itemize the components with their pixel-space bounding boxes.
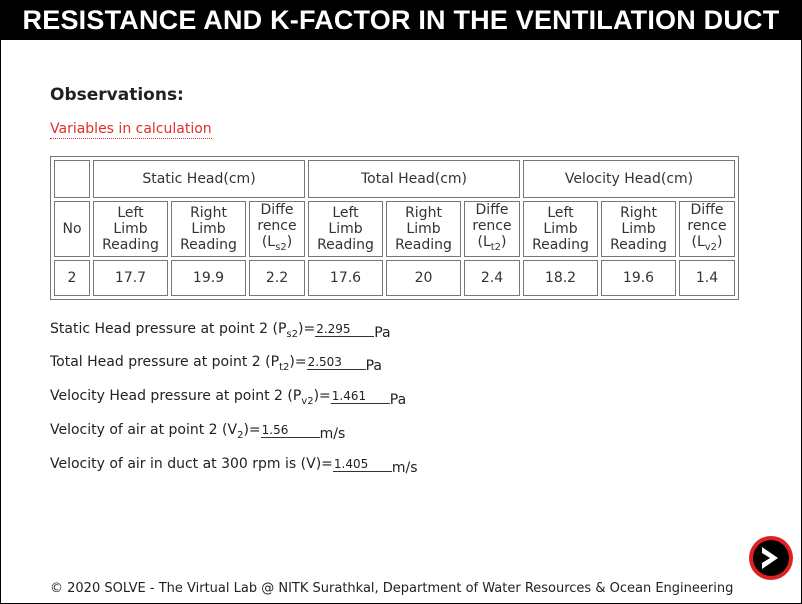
next-arrow-icon <box>762 547 778 569</box>
total-right-header: Right Limb Reading <box>386 201 461 257</box>
static-head-pressure-value: 2.295 <box>315 322 375 337</box>
total-head-pressure-value: 2.503 <box>306 355 366 370</box>
velocity-right-header: Right Limb Reading <box>601 201 676 257</box>
velocity-diff-header: Diffe rence (Lv2) <box>679 201 735 257</box>
static-right-header: Right Limb Reading <box>171 201 246 257</box>
static-diff-value: 2.2 <box>249 259 305 296</box>
table-row: 2 17.7 19.9 2.2 17.6 20 2.4 18.2 19.6 1.… <box>54 259 735 296</box>
row-no: 2 <box>54 259 90 296</box>
table-group-header: Static Head(cm) Total Head(cm) Velocity … <box>54 160 735 198</box>
static-diff-header: Diffe rence (Ls2) <box>249 201 305 257</box>
velocity-head-pressure-result: Velocity Head pressure at point 2 (Pv2)=… <box>50 388 407 408</box>
total-diff-header: Diffe rence (Lt2) <box>464 201 520 257</box>
velocity-head-pressure-value: 1.461 <box>330 389 390 404</box>
total-diff-value: 2.4 <box>464 259 520 296</box>
table-column-header: No Left Limb Reading Right Limb Reading Diff… <box>54 201 735 257</box>
velocity-right-value: 19.6 <box>601 259 676 296</box>
velocity-at-point-result: Velocity of air at point 2 (V2)=1.56 m/s <box>50 422 346 442</box>
footer-copyright: © 2020 SOLVE - The Virtual Lab @ NITK Su… <box>50 581 734 596</box>
static-left-header: Left Limb Reading <box>93 201 168 257</box>
velocity-left-header: Left Limb Reading <box>523 201 598 257</box>
static-head-header: Static Head(cm) <box>93 160 305 198</box>
total-left-value: 17.6 <box>308 259 383 296</box>
static-right-value: 19.9 <box>171 259 246 296</box>
velocity-in-duct-result: Velocity of air in duct at 300 rpm is (V… <box>50 456 418 476</box>
total-head-header: Total Head(cm) <box>308 160 520 198</box>
velocity-head-header: Velocity Head(cm) <box>523 160 735 198</box>
total-right-value: 20 <box>386 259 461 296</box>
velocity-left-value: 18.2 <box>523 259 598 296</box>
static-left-value: 17.7 <box>93 259 168 296</box>
observations-heading: Observations: <box>50 85 184 105</box>
total-left-header: Left Limb Reading <box>308 201 383 257</box>
total-head-pressure-result: Total Head pressure at point 2 (Pt2)=2.5… <box>50 354 382 374</box>
next-button[interactable] <box>749 536 793 580</box>
velocity-diff-value: 1.4 <box>679 259 735 296</box>
velocity-at-point-value: 1.56 <box>260 423 320 438</box>
observations-table: Static Head(cm) Total Head(cm) Velocity … <box>50 156 739 300</box>
velocity-in-duct-value: 1.405 <box>332 457 392 472</box>
variables-link[interactable]: Variables in calculation <box>50 121 212 139</box>
page-title: RESISTANCE AND K-FACTOR IN THE VENTILATI… <box>0 0 802 40</box>
blank-cell <box>54 160 90 198</box>
no-header: No <box>54 201 90 257</box>
static-head-pressure-result: Static Head pressure at point 2 (Ps2)=2.… <box>50 321 391 341</box>
